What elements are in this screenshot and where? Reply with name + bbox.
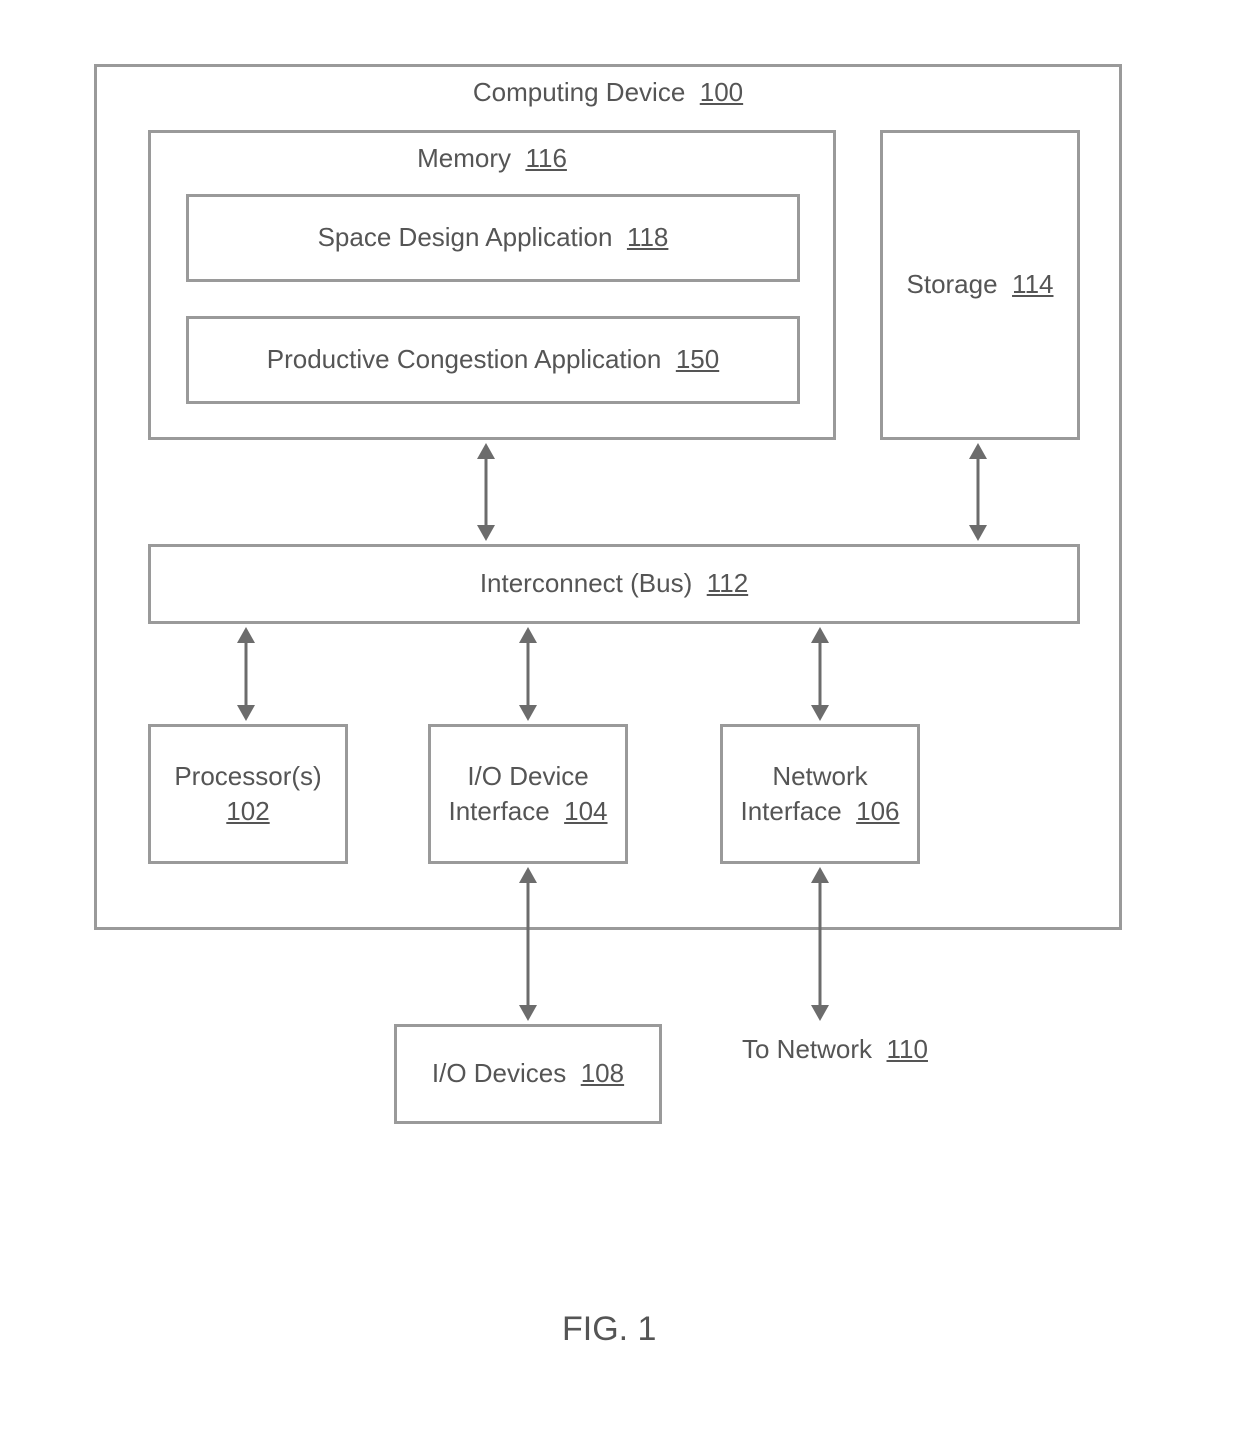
text-figure-label: FIG. 1 bbox=[562, 1310, 656, 1348]
arrows-layer bbox=[0, 0, 1240, 1454]
figure-label: FIG. 1 bbox=[562, 1310, 656, 1349]
diagram-canvas: Computing Device 100 Memory 116 Space De… bbox=[0, 0, 1240, 1454]
